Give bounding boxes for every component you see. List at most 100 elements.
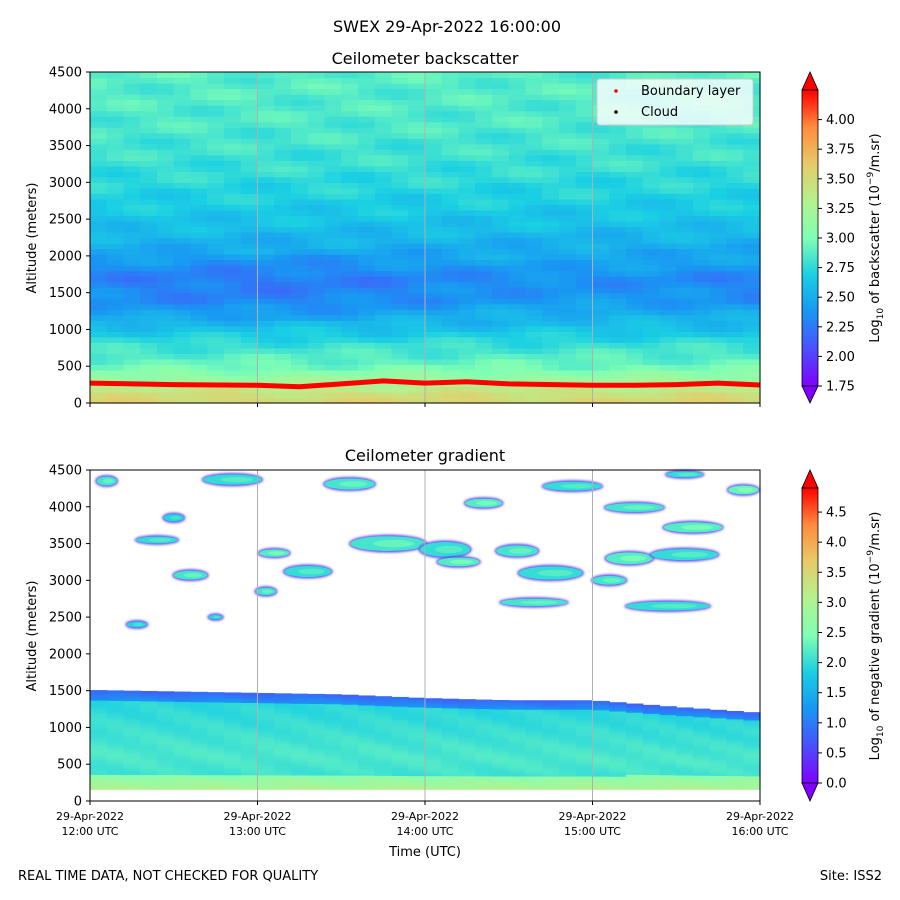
heatmap-cell <box>324 187 342 194</box>
heatmap-cell <box>90 187 108 194</box>
heatmap-cell <box>626 391 644 399</box>
heatmap-cell <box>173 342 192 349</box>
y-tick-label: 3500 <box>49 537 82 552</box>
heatmap-cell <box>291 72 309 79</box>
heatmap-cell <box>391 780 409 783</box>
heatmap-cell <box>508 347 527 354</box>
heatmap-cell <box>190 276 208 283</box>
heatmap-cell <box>274 758 292 762</box>
heatmap-cell <box>542 762 560 766</box>
heatmap-cell <box>559 397 577 404</box>
heatmap-cell <box>90 237 108 244</box>
heatmap-cell <box>207 110 225 117</box>
heatmap-cell <box>307 358 326 365</box>
heatmap-cell <box>592 705 610 709</box>
heatmap-cell <box>425 369 443 377</box>
heatmap-cell <box>307 193 326 200</box>
heatmap-cell <box>659 766 677 770</box>
heatmap-cell <box>106 742 125 746</box>
heatmap-cell <box>291 727 309 731</box>
heatmap-cell <box>173 728 192 732</box>
heatmap-cell <box>173 88 192 95</box>
heatmap-cell <box>391 713 409 716</box>
heatmap-cell <box>106 182 125 189</box>
heatmap-cell <box>173 723 192 727</box>
heatmap-cell <box>659 193 677 200</box>
heatmap-cell <box>475 303 493 310</box>
heatmap-cell <box>575 726 594 730</box>
heatmap-cell <box>525 347 543 354</box>
y-tick-label: 0 <box>74 397 82 412</box>
heatmap-cell <box>592 720 610 724</box>
heatmap-cell <box>425 764 443 768</box>
heatmap-cell <box>743 762 761 765</box>
heatmap-cell <box>441 743 460 747</box>
heatmap-cell <box>676 209 694 217</box>
heatmap-cell <box>693 336 711 343</box>
heatmap-cell <box>207 364 225 371</box>
heatmap-cell <box>559 787 577 790</box>
heatmap-cell <box>575 760 594 764</box>
heatmap-cell <box>90 704 108 709</box>
heatmap-cell <box>291 762 309 766</box>
heatmap-cell <box>693 720 711 724</box>
heatmap-cell <box>693 204 711 211</box>
heatmap-cell <box>676 764 694 768</box>
heatmap-cell <box>173 209 192 217</box>
heatmap-cell <box>441 364 460 371</box>
heatmap-cell <box>207 738 225 742</box>
heatmap-cell <box>106 752 125 756</box>
heatmap-cell <box>106 99 125 106</box>
heatmap-cell <box>441 243 460 250</box>
heatmap-cell <box>291 347 309 354</box>
heatmap-cell <box>575 314 594 321</box>
heatmap-cell <box>743 737 761 740</box>
heatmap-cell <box>709 342 728 349</box>
heatmap-cell <box>709 265 728 272</box>
heatmap-cell <box>408 138 426 145</box>
heatmap-cell <box>492 320 510 327</box>
heatmap-cell <box>90 744 108 748</box>
heatmap-cell <box>157 786 175 790</box>
heatmap-cell <box>274 743 292 747</box>
heatmap-cell <box>709 747 728 751</box>
heatmap-cell <box>341 198 359 205</box>
heatmap-cell <box>525 391 543 399</box>
heatmap-cell <box>157 270 175 277</box>
heatmap-cell <box>743 785 761 788</box>
heatmap-cell <box>307 88 326 95</box>
heatmap-cell <box>374 325 393 332</box>
heatmap-cell <box>224 369 242 377</box>
heatmap-cell <box>642 755 661 759</box>
heatmap-cell <box>609 209 627 217</box>
heatmap-cell <box>492 729 510 732</box>
heatmap-cell <box>693 220 711 228</box>
heatmap-cell <box>374 380 393 388</box>
heatmap-cell <box>307 303 326 310</box>
heatmap-cell <box>659 270 677 277</box>
heatmap-cell <box>559 720 577 724</box>
heatmap-cell <box>609 187 627 194</box>
heatmap-cell <box>123 690 141 694</box>
heatmap-cell <box>676 742 694 745</box>
heatmap-cell <box>508 386 527 393</box>
heatmap-cell <box>90 695 108 699</box>
legend-box <box>596 78 754 126</box>
heatmap-cell <box>341 718 359 722</box>
heatmap-cell <box>106 710 125 714</box>
heatmap-cell <box>307 220 326 228</box>
heatmap-cell <box>642 176 661 183</box>
heatmap-cell <box>642 149 661 156</box>
heatmap-cell <box>642 761 661 765</box>
heatmap-cell <box>274 717 292 721</box>
heatmap-cell <box>458 160 476 167</box>
heatmap-cell <box>106 259 125 266</box>
heatmap-cell <box>391 215 409 222</box>
heatmap-cell <box>676 770 694 774</box>
heatmap-cell <box>341 105 359 112</box>
heatmap-cell <box>475 121 493 128</box>
heatmap-cell <box>592 397 610 404</box>
heatmap-cell <box>391 786 409 790</box>
heatmap-cell <box>123 397 141 404</box>
heatmap-cell <box>575 171 594 178</box>
